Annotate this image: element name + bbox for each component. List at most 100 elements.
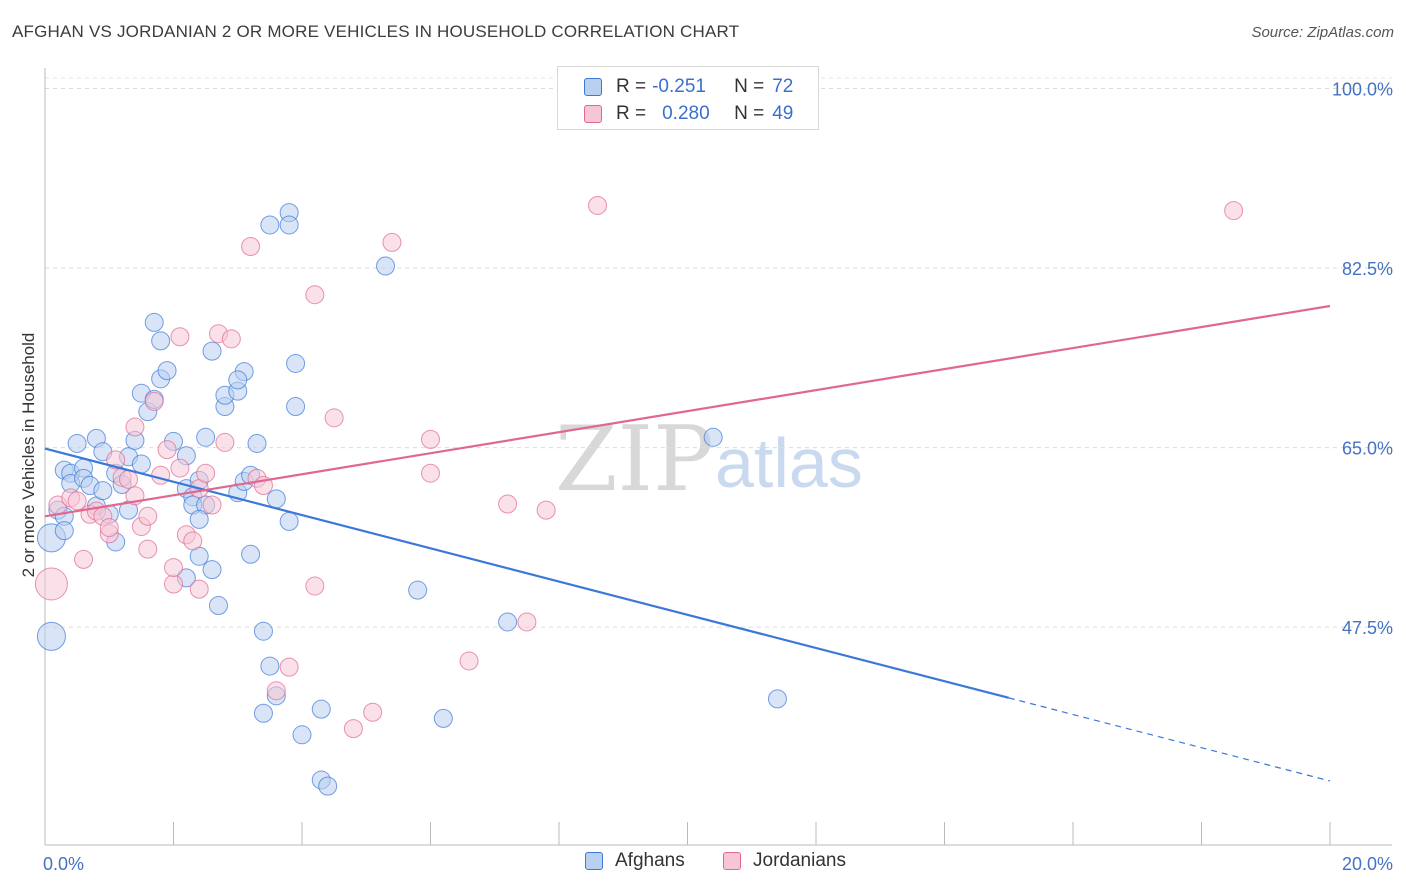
y-tick-label: 100.0% (1332, 80, 1393, 100)
data-point-afghans (318, 776, 338, 796)
data-point-jordanians (343, 719, 363, 739)
watermark: ZIP atlas (555, 407, 863, 512)
data-point-jordanians (138, 539, 158, 559)
data-point-afghans (208, 596, 228, 616)
y-tick-label: 47.5% (1342, 618, 1393, 638)
y-tick-label: 65.0% (1342, 439, 1393, 459)
data-point-jordanians (215, 432, 235, 452)
chart-title: AFGHAN VS JORDANIAN 2 OR MORE VEHICLES I… (12, 22, 740, 41)
bottom-legend-jordanians: Jordanians (723, 850, 846, 872)
data-point-afghans (253, 621, 273, 641)
data-point-jordanians (164, 558, 183, 578)
data-point-jordanians (189, 579, 209, 599)
data-point-jordanians (144, 391, 164, 411)
legend-swatch-blue (585, 852, 603, 870)
legend-label-jordanians: Jordanians (753, 850, 846, 871)
data-point-jordanians (305, 285, 325, 305)
data-point-afghans (433, 708, 453, 728)
data-point-afghans (266, 489, 286, 509)
data-point-afghans (247, 433, 267, 453)
legend-n-value: 72 (772, 76, 794, 97)
legend-row-afghans: R = -0.251 N = 72 (584, 74, 793, 100)
data-point-jordanians (421, 429, 440, 449)
data-point-jordanians (266, 681, 286, 701)
data-point-jordanians (119, 469, 139, 489)
data-point-jordanians (498, 494, 518, 514)
legend-r-value: 0.280 (662, 103, 710, 124)
y-tick-labels: 100.0% 82.5% 65.0% 47.5% (1332, 80, 1393, 639)
data-point-jordanians (106, 450, 126, 470)
data-point-afghans (292, 725, 312, 745)
legend-r-value: -0.251 (652, 76, 706, 97)
data-point-jordanians (588, 195, 608, 215)
data-point-afghans (93, 481, 113, 501)
data-point-jordanians (67, 491, 87, 511)
data-point-afghans (260, 215, 280, 235)
data-point-afghans (131, 454, 151, 474)
x-tick-labels: 0.0% 20.0% (43, 854, 1393, 874)
data-point-afghans (767, 689, 787, 709)
legend-row-jordanians: R = 0.280 N = 49 (584, 101, 793, 127)
legend-label-afghans: Afghans (615, 850, 685, 871)
data-point-afghans (253, 703, 273, 723)
data-point-afghans (260, 656, 280, 676)
data-point-afghans (144, 312, 164, 332)
legend-r-label: R = (616, 103, 647, 124)
data-point-afghans (196, 427, 216, 447)
data-point-jordanians (164, 574, 183, 594)
watermark-atlas: atlas (715, 424, 863, 502)
source-credit: Source: ZipAtlas.com (1251, 24, 1394, 41)
data-point-jordanians (157, 440, 177, 460)
data-point-jordanians (34, 567, 68, 601)
y-tick-label: 82.5% (1342, 259, 1393, 279)
data-point-afghans (408, 580, 428, 600)
data-point-afghans (286, 397, 306, 417)
x-tick-label: 0.0% (43, 854, 84, 874)
data-point-jordanians (382, 232, 402, 252)
data-point-afghans (202, 341, 222, 361)
data-point-jordanians (151, 465, 171, 485)
data-point-jordanians (363, 702, 383, 722)
data-point-jordanians (138, 506, 158, 526)
legend-n-value: 49 (772, 103, 794, 124)
data-point-jordanians (74, 549, 94, 569)
trend-line-extension-afghans (1008, 697, 1331, 782)
data-point-afghans (311, 699, 331, 719)
data-point-afghans (703, 427, 723, 447)
series-jordanians-points (34, 195, 1244, 739)
data-point-jordanians (536, 500, 556, 520)
data-point-jordanians (459, 651, 479, 671)
data-point-afghans (157, 361, 177, 381)
data-point-afghans (286, 353, 306, 373)
data-point-afghans (202, 560, 222, 580)
trend-line-jordanians (44, 304, 1331, 518)
data-point-afghans (189, 509, 209, 529)
axes (44, 68, 1392, 846)
data-point-jordanians (196, 463, 216, 483)
data-point-jordanians (221, 329, 241, 349)
data-point-afghans (241, 544, 261, 564)
data-point-afghans (54, 521, 74, 541)
bottom-legend-afghans: Afghans (585, 850, 685, 872)
legend-n-label: N = (734, 103, 765, 124)
data-point-jordanians (324, 408, 344, 428)
data-point-afghans (376, 256, 396, 276)
data-point-jordanians (517, 612, 537, 632)
data-point-jordanians (241, 236, 261, 256)
data-point-jordanians (183, 531, 203, 551)
data-point-jordanians (202, 495, 222, 515)
data-point-afghans (67, 433, 87, 453)
data-point-afghans (279, 215, 299, 235)
correlation-legend: R = -0.251 N = 72 R = 0.280 N = 49 (557, 66, 819, 130)
data-point-afghans (151, 331, 171, 351)
data-point-jordanians (421, 463, 440, 483)
data-point-afghans (279, 511, 299, 531)
watermark-zip: ZIP (555, 407, 714, 512)
data-point-jordanians (170, 458, 190, 478)
data-point-jordanians (125, 417, 145, 437)
gridlines (45, 77, 1392, 628)
data-point-afghans (36, 621, 66, 651)
legend-n-label: N = (734, 76, 765, 97)
legend-swatch-pink (723, 852, 741, 870)
